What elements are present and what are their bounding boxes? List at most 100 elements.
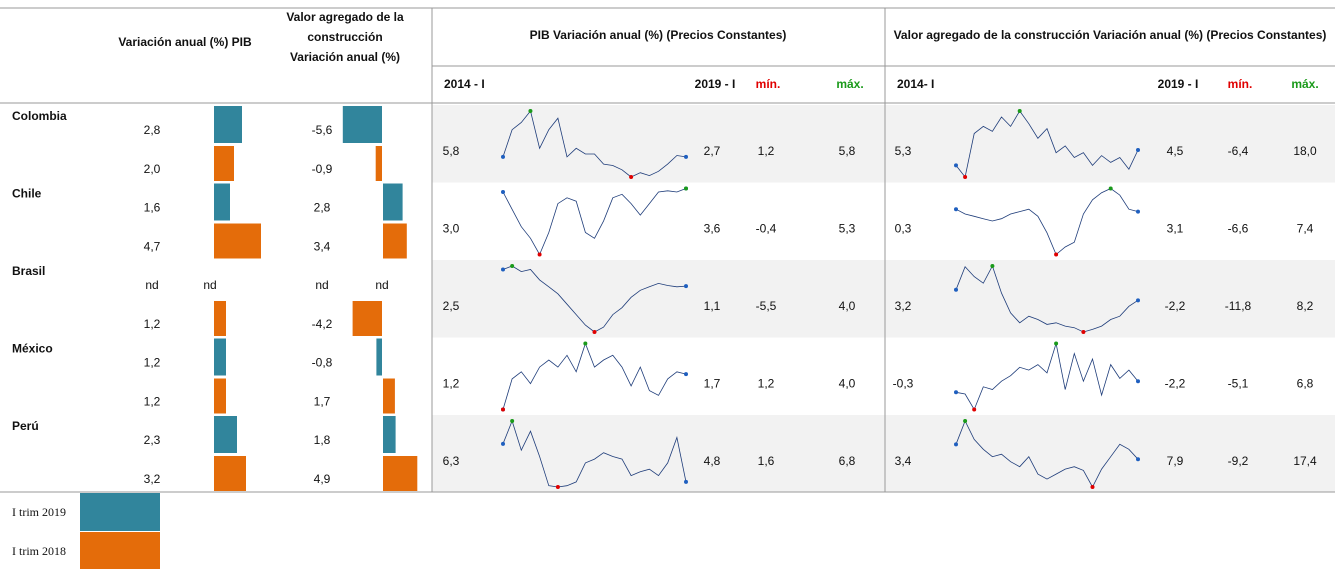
pib-value: 1,2 [144, 317, 161, 331]
header: PIB Variación anual (%) (Precios Constan… [530, 28, 787, 42]
row-background [432, 105, 1335, 183]
header: Valor agregado de la construcción Variac… [894, 28, 1327, 42]
sparkline-marker [537, 252, 542, 257]
legend-swatch [80, 493, 160, 531]
sparkline-marker [684, 479, 688, 484]
constr-bar [352, 301, 382, 336]
trend-last: 1,7 [704, 377, 721, 391]
trend-last: 3,1 [1167, 222, 1184, 236]
trend-min: -6,6 [1228, 222, 1249, 236]
sparkline-marker [1136, 298, 1140, 303]
constr-value: -5,6 [312, 123, 333, 137]
sparkline-marker [963, 175, 968, 179]
sparkline [955, 110, 1139, 178]
pib-bar [214, 223, 261, 259]
trend-first: 3,0 [443, 222, 460, 236]
pib-nd: nd [203, 278, 216, 292]
legend-label: I trim 2019 [12, 505, 66, 519]
column-header: 2019 - I [1158, 77, 1199, 91]
pib-bar [214, 106, 242, 143]
sparkline [955, 188, 1139, 256]
pib-value: 1,6 [144, 201, 161, 215]
trend-first: 3,2 [895, 299, 912, 313]
trend-min: 1,2 [758, 377, 775, 391]
sparkline-marker [1054, 341, 1059, 346]
pib-bar [214, 416, 237, 453]
constr-value: -0,9 [312, 162, 333, 176]
pib-value: 2,8 [144, 123, 161, 137]
constr-bar [376, 338, 382, 376]
pib-bar [214, 146, 234, 181]
trend-last: 7,9 [1167, 454, 1184, 468]
trend-min: -9,2 [1228, 454, 1249, 468]
sparkline-marker [1090, 485, 1095, 489]
pib-bar [214, 338, 226, 376]
sparkline [502, 110, 687, 178]
pib-value: 4,7 [144, 240, 161, 254]
sparkline-marker [684, 372, 688, 377]
column-header: mín. [756, 77, 781, 91]
trend-min: 1,6 [758, 454, 775, 468]
sparkline-marker [501, 154, 505, 159]
sparkline-marker [501, 189, 505, 194]
constr-bar [375, 146, 382, 181]
sparkline-marker [592, 330, 597, 334]
row-background [432, 415, 1335, 493]
sparkline-marker [510, 264, 515, 268]
pib-bar [214, 301, 226, 336]
trend-max: 6,8 [839, 454, 856, 468]
pib-bar [214, 456, 246, 491]
sparkline-marker [1136, 209, 1140, 214]
trend-first: 6,3 [443, 454, 460, 468]
sparkline-marker [1081, 330, 1086, 334]
trend-first: 1,2 [443, 377, 460, 391]
constr-value: 2,8 [314, 201, 331, 215]
constr-bar [383, 378, 395, 414]
trend-min: 1,2 [758, 144, 775, 158]
trend-min: -5,5 [756, 299, 777, 313]
sparkline-marker [1054, 252, 1059, 257]
country: Perú [12, 419, 39, 433]
row-background [432, 260, 1335, 338]
sparkline-marker [954, 207, 958, 212]
trend-max: 6,8 [1297, 377, 1314, 391]
trend-last: 4,5 [1167, 144, 1184, 158]
column-header: 2019 - I [695, 77, 736, 91]
pib-value: 1,2 [144, 395, 161, 409]
trend-max: 5,3 [839, 222, 856, 236]
constr-value: nd [315, 278, 328, 292]
trend-last: -2,2 [1165, 377, 1186, 391]
sparkline-marker [954, 442, 958, 447]
country: Colombia [12, 109, 67, 123]
pib-value: 1,2 [144, 356, 161, 370]
sparkline-marker [954, 287, 958, 292]
trend-max: 18,0 [1293, 144, 1317, 158]
trend-max: 4,0 [839, 299, 856, 313]
sparkline-marker [501, 267, 505, 272]
country: Brasil [12, 264, 45, 278]
pib-value: 2,3 [144, 433, 161, 447]
trend-max: 17,4 [1293, 454, 1317, 468]
sparkline-marker [684, 284, 688, 289]
trend-last: -2,2 [1165, 299, 1186, 313]
pib-value: 3,2 [144, 472, 161, 486]
pib-value: nd [145, 278, 158, 292]
sparkline-marker [629, 175, 634, 179]
constr-value: -0,8 [312, 356, 333, 370]
constr-value: 3,4 [314, 240, 331, 254]
trend-max: 7,4 [1297, 222, 1314, 236]
header: Variación anual (%) [290, 50, 400, 64]
constr-value: 4,9 [314, 472, 331, 486]
column-header: máx. [1291, 77, 1318, 91]
constr-value: -4,2 [312, 317, 333, 331]
constr-bar [383, 223, 407, 259]
sparkline-marker [684, 186, 688, 191]
sparkline-marker [528, 109, 533, 113]
trend-first: 5,3 [895, 144, 912, 158]
column-header: mín. [1228, 77, 1253, 91]
sparkline-marker [583, 341, 588, 346]
constr-nd: nd [375, 278, 388, 292]
trend-min: -6,4 [1228, 144, 1249, 158]
